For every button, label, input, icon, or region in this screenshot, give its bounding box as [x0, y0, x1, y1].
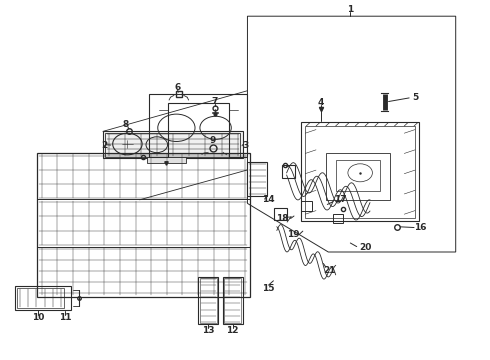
Text: 11: 11 [59, 313, 72, 322]
Bar [301, 122, 419, 221]
Text: 9: 9 [210, 136, 217, 145]
Bar [15, 286, 71, 310]
Bar [247, 162, 267, 196]
Bar [37, 153, 250, 297]
Bar [305, 126, 415, 218]
Bar [198, 277, 218, 324]
Text: 4: 4 [318, 98, 324, 107]
Text: 18: 18 [276, 214, 289, 223]
Bar [223, 277, 243, 324]
Bar [17, 288, 64, 308]
Text: 2: 2 [101, 141, 107, 150]
Bar [274, 208, 287, 220]
Bar [224, 278, 241, 323]
Text: 12: 12 [226, 326, 239, 335]
Text: 15: 15 [262, 284, 275, 293]
Bar [105, 133, 240, 157]
Text: 10: 10 [32, 313, 45, 322]
Text: 19: 19 [287, 230, 299, 239]
Bar [301, 201, 312, 211]
Text: 13: 13 [202, 326, 215, 335]
Text: 8: 8 [123, 120, 129, 130]
Bar [282, 165, 295, 178]
Text: 6: 6 [174, 83, 180, 92]
Text: 5: 5 [413, 94, 418, 103]
Text: 7: 7 [211, 97, 218, 106]
Text: 14: 14 [262, 194, 275, 204]
Bar [333, 214, 343, 223]
Text: 16: 16 [414, 223, 427, 232]
Text: 3: 3 [242, 141, 248, 150]
Polygon shape [103, 131, 243, 158]
Text: 21: 21 [323, 266, 336, 275]
Bar [326, 153, 390, 200]
Text: 1: 1 [347, 5, 353, 14]
Text: 20: 20 [359, 243, 371, 252]
Bar [147, 157, 186, 163]
Bar [336, 160, 380, 191]
Text: 17: 17 [334, 195, 347, 204]
Bar [200, 278, 217, 323]
